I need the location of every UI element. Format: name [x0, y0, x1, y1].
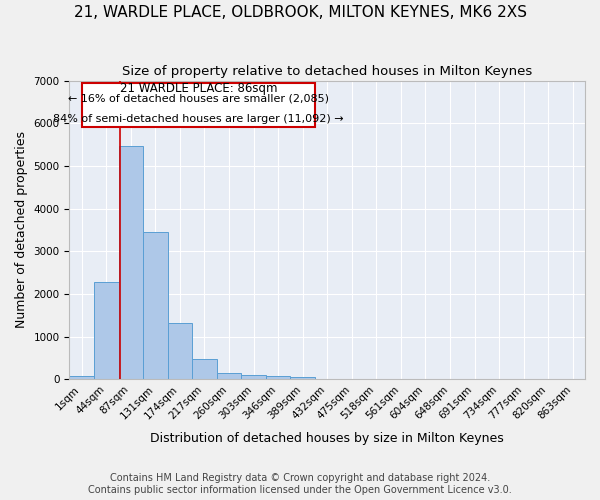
Bar: [143, 232, 167, 379]
Title: Size of property relative to detached houses in Milton Keynes: Size of property relative to detached ho…: [122, 65, 532, 78]
Bar: [266, 376, 290, 379]
X-axis label: Distribution of detached houses by size in Milton Keynes: Distribution of detached houses by size …: [151, 432, 504, 445]
Bar: [217, 372, 241, 379]
Bar: [290, 378, 315, 379]
Text: 84% of semi-detached houses are larger (11,092) →: 84% of semi-detached houses are larger (…: [53, 114, 344, 124]
Text: 21 WARDLE PLACE: 86sqm: 21 WARDLE PLACE: 86sqm: [119, 82, 277, 94]
Text: Contains HM Land Registry data © Crown copyright and database right 2024.
Contai: Contains HM Land Registry data © Crown c…: [88, 474, 512, 495]
Bar: [70, 376, 94, 379]
Bar: [94, 282, 119, 379]
Text: 21, WARDLE PLACE, OLDBROOK, MILTON KEYNES, MK6 2XS: 21, WARDLE PLACE, OLDBROOK, MILTON KEYNE…: [74, 5, 527, 20]
Bar: [241, 376, 266, 379]
Text: ← 16% of detached houses are smaller (2,085): ← 16% of detached houses are smaller (2,…: [68, 94, 329, 104]
Y-axis label: Number of detached properties: Number of detached properties: [15, 132, 28, 328]
FancyBboxPatch shape: [82, 82, 315, 128]
Bar: [192, 359, 217, 379]
Bar: [119, 146, 143, 379]
Bar: [167, 323, 192, 379]
